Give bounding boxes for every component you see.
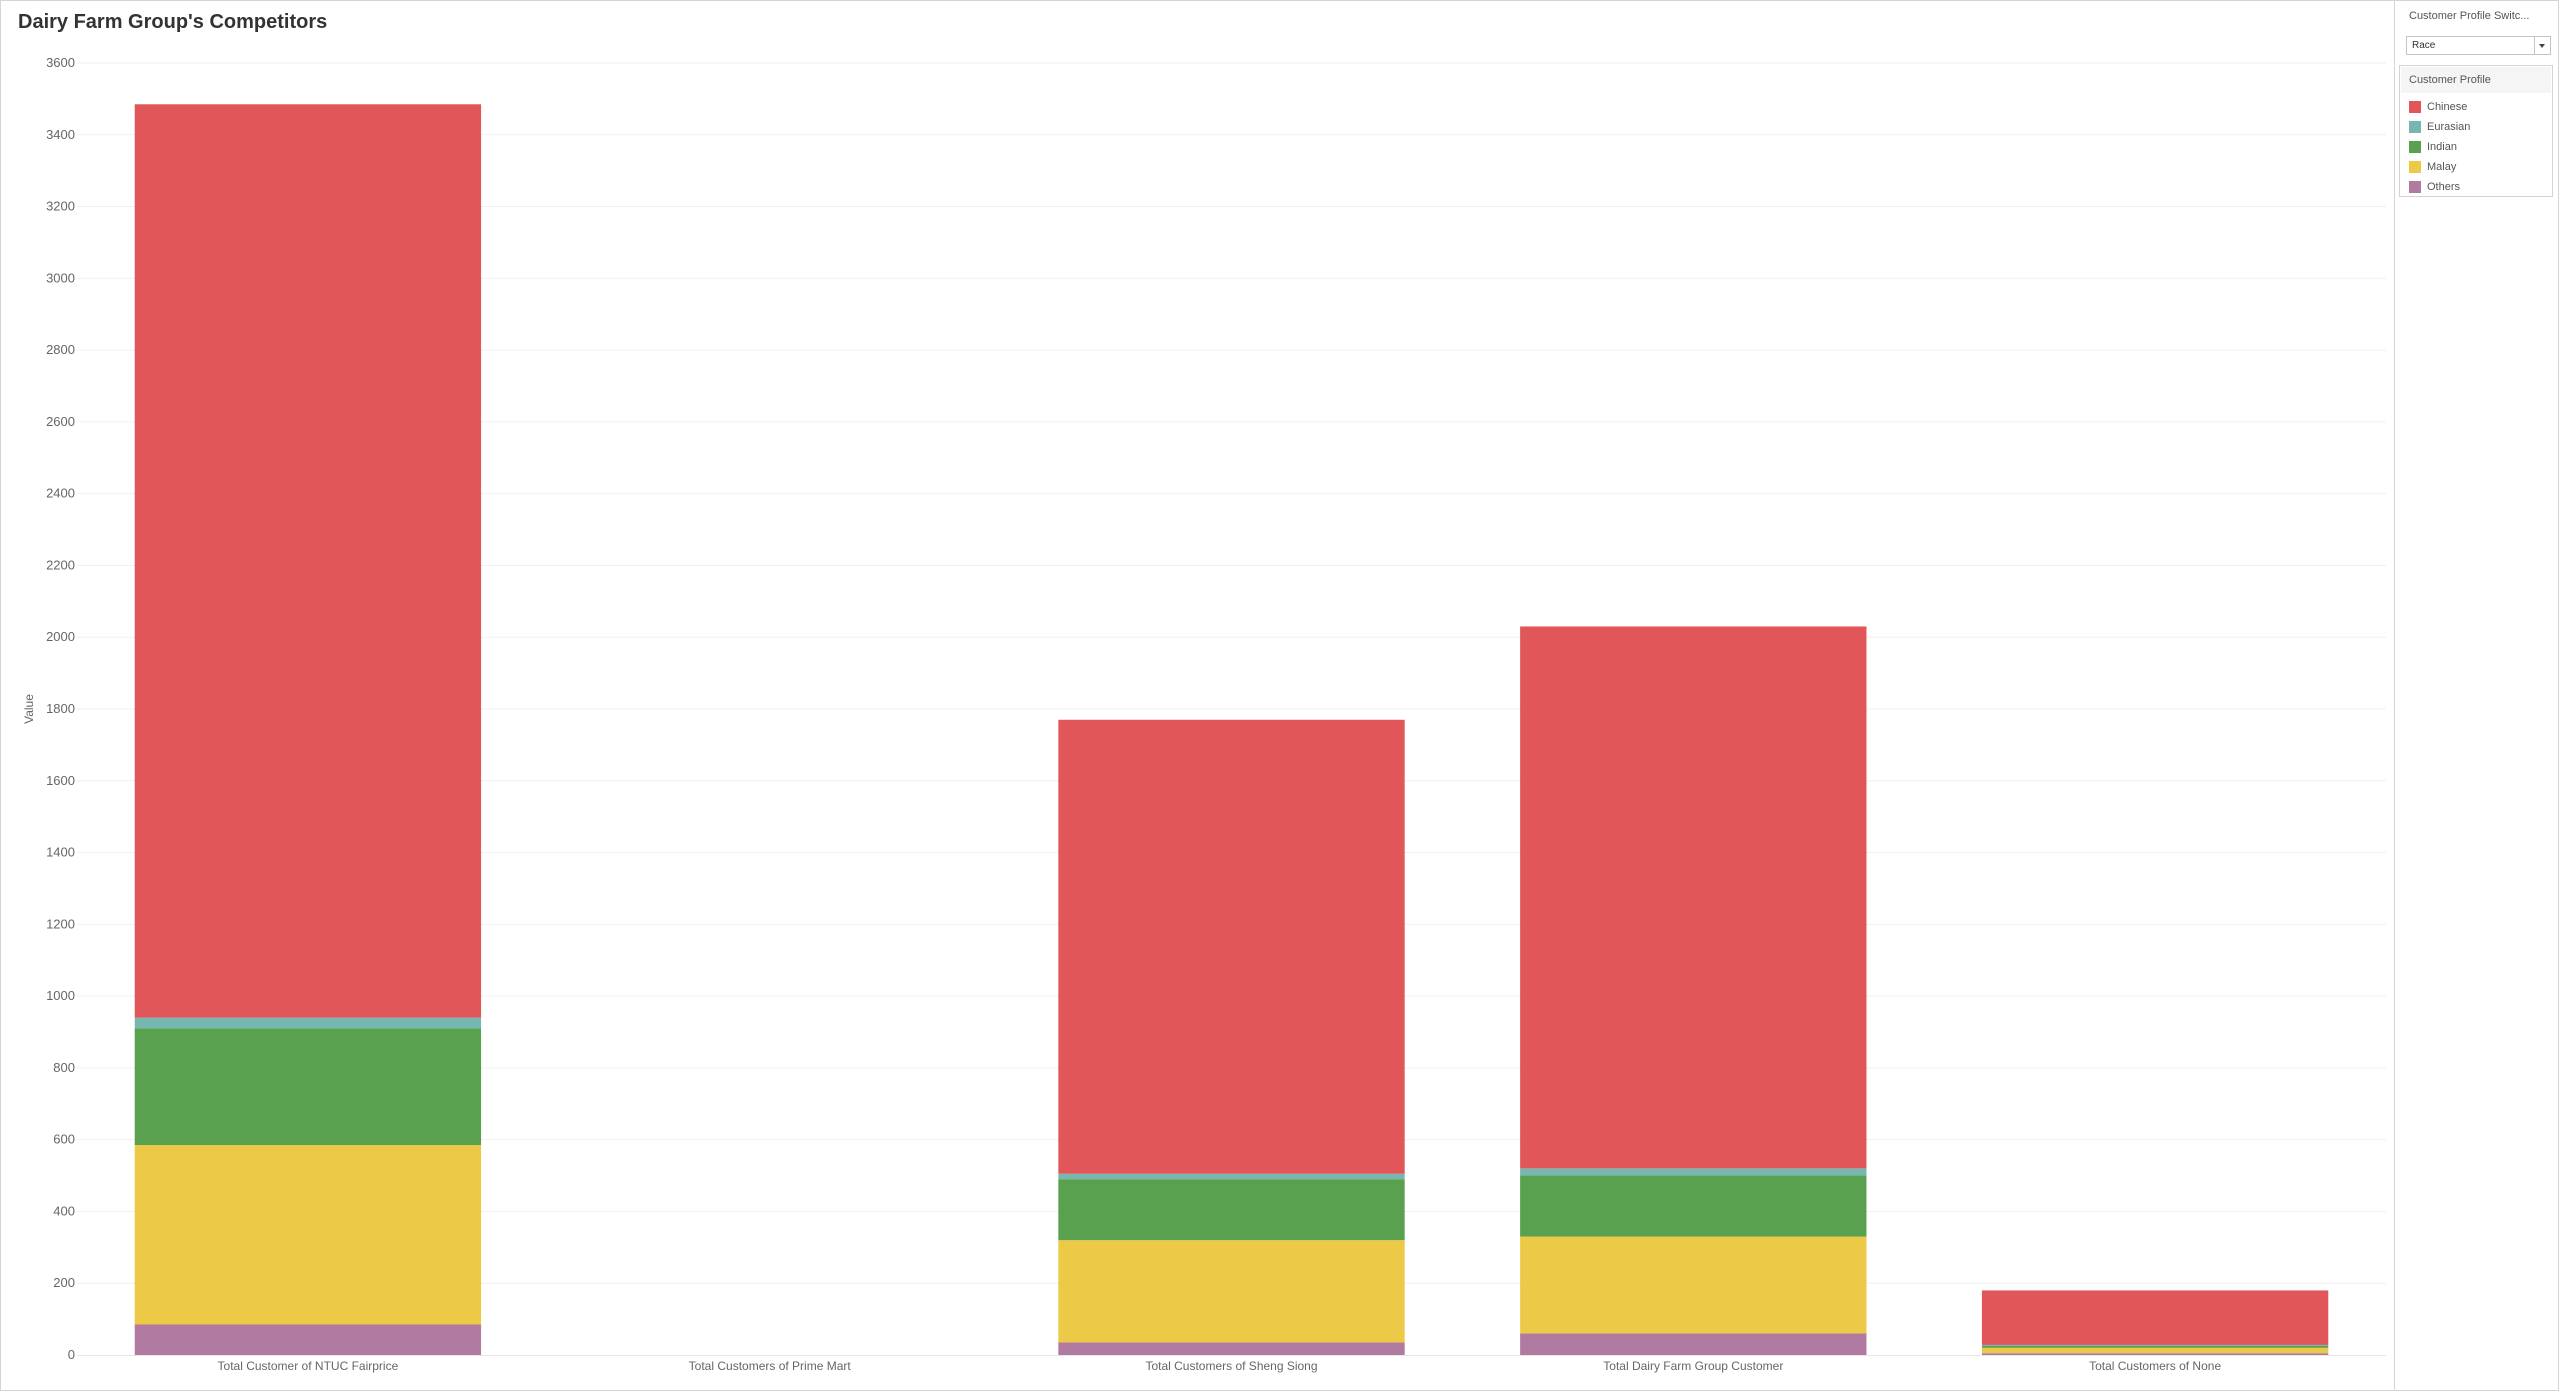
y-tick-label: 1200 <box>46 916 75 931</box>
bar-segment-indian[interactable] <box>134 1028 482 1146</box>
legend-item-chinese[interactable]: Chinese <box>2409 97 2470 117</box>
legend-item-indian[interactable]: Indian <box>2409 137 2470 157</box>
legend-swatch <box>2409 141 2421 153</box>
bar-segment-indian[interactable] <box>1981 1346 2329 1348</box>
bar-segment-indian[interactable] <box>1520 1175 1867 1237</box>
y-tick-label: 2600 <box>46 414 75 429</box>
y-tick-label: 800 <box>53 1060 75 1075</box>
y-tick-label: 400 <box>53 1203 75 1218</box>
y-tick-label: 2000 <box>46 629 75 644</box>
legend-header <box>2401 67 2551 93</box>
bar-segment-chinese[interactable] <box>1981 1290 2329 1345</box>
legend: Customer Profile Chinese Eurasian Indian Ma… <box>2399 65 2553 197</box>
bar-segment-malay[interactable] <box>134 1145 482 1325</box>
bar-segment-others[interactable] <box>134 1324 482 1355</box>
legend-item-malay[interactable]: Malay <box>2409 157 2470 177</box>
x-tick-label: Total Customers of Prime Mart <box>689 1359 852 1373</box>
legend-title: Customer Profile <box>2409 74 2491 86</box>
parameter-title: Customer Profile Switc... <box>2409 10 2530 22</box>
worksheet: Dairy Farm Group's Competitors 0 200 400 60… <box>1 1 2395 1391</box>
bar-segment-malay[interactable] <box>1520 1236 1867 1334</box>
x-axis: Total Customer of NTUC Fairprice Total Cu… <box>218 1359 2222 1373</box>
parameter-control: Customer Profile Switc... Race <box>2399 3 2553 59</box>
legend-swatch <box>2409 101 2421 113</box>
y-tick-label: 0 <box>68 1347 75 1362</box>
bars <box>134 104 2329 1355</box>
chart-area: 0 200 400 600 800 1000 1200 1400 1600 1800 2000 220… <box>22 55 2386 1373</box>
y-tick-label: 1000 <box>46 988 75 1003</box>
bar-segment-chinese[interactable] <box>134 104 482 1018</box>
legend-swatch <box>2409 181 2421 193</box>
chevron-down-icon[interactable] <box>2534 37 2550 54</box>
y-tick-label: 200 <box>53 1275 75 1290</box>
x-tick-label: Total Dairy Farm Group Customer <box>1603 1359 1783 1373</box>
y-tick-label: 3400 <box>46 127 75 142</box>
y-tick-label: 1600 <box>46 773 75 788</box>
bar-segment-chinese[interactable] <box>1058 719 1405 1174</box>
chart-title: Dairy Farm Group's Competitors <box>18 11 328 33</box>
y-tick-label: 3000 <box>46 270 75 285</box>
x-tick-label: Total Customers of Sheng Siong <box>1145 1359 1317 1373</box>
y-tick-label: 2800 <box>46 342 75 357</box>
bar-segment-malay[interactable] <box>1058 1240 1405 1343</box>
y-tick-label: 2400 <box>46 486 75 501</box>
legend-label: Others <box>2427 181 2461 193</box>
x-tick-label: Total Customer of NTUC Fairprice <box>218 1359 399 1373</box>
x-tick-label: Total Customers of None <box>2089 1359 2221 1373</box>
bar-segment-malay[interactable] <box>1981 1347 2329 1354</box>
y-tick-label: 3200 <box>46 199 75 214</box>
customer-profile-dropdown[interactable]: Race <box>2406 36 2551 55</box>
legend-swatch <box>2409 161 2421 173</box>
legend-item-eurasian[interactable]: Eurasian <box>2409 117 2470 137</box>
legend-item-others[interactable]: Others <box>2409 177 2470 197</box>
y-tick-label: 3600 <box>46 55 75 70</box>
legend-label: Eurasian <box>2427 121 2471 133</box>
bar-segment-eurasian[interactable] <box>1981 1344 2329 1347</box>
bar-segment-others[interactable] <box>1058 1342 1405 1355</box>
legend-label: Malay <box>2427 161 2457 173</box>
y-tick-label: 1800 <box>46 701 75 716</box>
side-panel: Customer Profile Switc... Race Customer … <box>2397 1 2559 1391</box>
y-tick-label: 1400 <box>46 845 75 860</box>
bar-segment-eurasian[interactable] <box>1520 1168 1867 1176</box>
y-axis: 0 200 400 600 800 1000 1200 1400 1600 1800 2000 220… <box>46 55 75 1362</box>
y-axis-title: Value <box>22 694 36 724</box>
dropdown-selected-value: Race <box>2412 40 2436 51</box>
bar-segment-eurasian[interactable] <box>1058 1173 1405 1180</box>
bar-segment-chinese[interactable] <box>1520 626 1867 1169</box>
bar-segment-others[interactable] <box>1520 1333 1867 1355</box>
bar-segment-others[interactable] <box>1981 1353 2329 1355</box>
legend-list: Chinese Eurasian Indian Malay Others <box>2409 97 2470 197</box>
y-tick-label: 600 <box>53 1132 75 1147</box>
legend-swatch <box>2409 121 2421 133</box>
legend-label: Chinese <box>2427 101 2468 113</box>
y-tick-label: 2200 <box>46 557 75 572</box>
bar-segment-indian[interactable] <box>1058 1179 1405 1241</box>
bar-segment-eurasian[interactable] <box>134 1017 482 1029</box>
legend-label: Indian <box>2427 141 2457 153</box>
